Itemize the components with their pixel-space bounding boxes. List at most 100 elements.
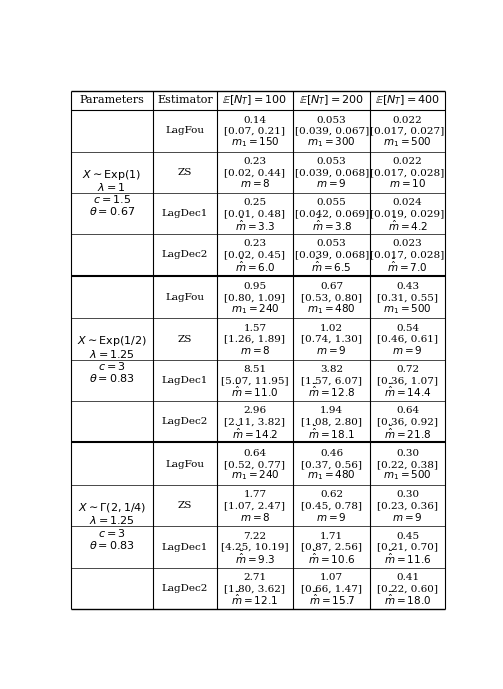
- Text: 0.64: 0.64: [396, 406, 419, 415]
- Text: 0.022: 0.022: [393, 116, 423, 125]
- Text: 0.95: 0.95: [243, 282, 267, 291]
- Text: $\bar{\hat{m}} = 21.8$: $\bar{\hat{m}} = 21.8$: [384, 424, 431, 441]
- Text: $\bar{\hat{m}} = 6.0$: $\bar{\hat{m}} = 6.0$: [235, 258, 275, 274]
- Text: $m = 9$: $m = 9$: [316, 511, 347, 523]
- Text: LagDec2: LagDec2: [161, 417, 208, 426]
- Text: $m = 9$: $m = 9$: [316, 177, 347, 189]
- Text: [0.039, 0.067]: [0.039, 0.067]: [295, 127, 369, 136]
- Text: 0.23: 0.23: [243, 157, 267, 166]
- Text: [0.36, 1.07]: [0.36, 1.07]: [377, 376, 438, 384]
- Text: [0.53, 0.80]: [0.53, 0.80]: [301, 294, 362, 302]
- Text: [0.02, 0.45]: [0.02, 0.45]: [224, 250, 286, 259]
- Text: [1.26, 1.89]: [1.26, 1.89]: [224, 334, 286, 344]
- Text: $m_1 = 500$: $m_1 = 500$: [383, 302, 432, 316]
- Text: 0.23: 0.23: [243, 239, 267, 249]
- Text: [0.017, 0.028]: [0.017, 0.028]: [370, 168, 445, 177]
- Text: ZS: ZS: [178, 501, 192, 511]
- Text: LagFou: LagFou: [165, 294, 204, 302]
- Text: $m = 9$: $m = 9$: [392, 344, 423, 356]
- Text: $m = 10$: $m = 10$: [389, 177, 426, 189]
- Text: 1.57: 1.57: [243, 324, 267, 333]
- Text: $X \sim \mathrm{Exp}(1/2)$: $X \sim \mathrm{Exp}(1/2)$: [77, 334, 147, 348]
- Text: 0.43: 0.43: [396, 282, 419, 291]
- Text: $m_1 = 480$: $m_1 = 480$: [307, 302, 356, 316]
- Text: [1.07, 2.47]: [1.07, 2.47]: [224, 501, 286, 511]
- Text: $\lambda = 1.25$: $\lambda = 1.25$: [89, 514, 135, 526]
- Text: 0.14: 0.14: [243, 116, 267, 125]
- Text: [4.25, 10.19]: [4.25, 10.19]: [221, 542, 289, 551]
- Text: $\mathbb{E}[N_T]=400$: $\mathbb{E}[N_T]=400$: [375, 94, 440, 107]
- Text: 0.024: 0.024: [393, 198, 423, 207]
- Text: 3.82: 3.82: [320, 365, 343, 374]
- Text: [0.07, 0.21]: [0.07, 0.21]: [224, 127, 286, 136]
- Text: $\theta = 0.67$: $\theta = 0.67$: [89, 205, 135, 217]
- Text: LagDec2: LagDec2: [161, 584, 208, 593]
- Text: $m = 8$: $m = 8$: [239, 177, 270, 189]
- Text: $m_1 = 480$: $m_1 = 480$: [307, 469, 356, 482]
- Text: [0.31, 0.55]: [0.31, 0.55]: [377, 294, 438, 302]
- Text: $m = 8$: $m = 8$: [239, 344, 270, 356]
- Text: 0.055: 0.055: [317, 198, 347, 207]
- Text: LagFou: LagFou: [165, 127, 204, 136]
- Text: 0.053: 0.053: [317, 116, 347, 125]
- Text: $\bar{\hat{m}} = 18.0$: $\bar{\hat{m}} = 18.0$: [384, 591, 431, 608]
- Text: $\bar{\hat{m}} = 4.2$: $\bar{\hat{m}} = 4.2$: [388, 216, 428, 233]
- Text: [0.36, 0.92]: [0.36, 0.92]: [377, 417, 438, 426]
- Text: 1.02: 1.02: [320, 324, 343, 333]
- Text: [0.21, 0.70]: [0.21, 0.70]: [377, 542, 438, 551]
- Text: $m_1 = 240$: $m_1 = 240$: [230, 469, 279, 482]
- Text: [0.80, 1.09]: [0.80, 1.09]: [224, 294, 286, 302]
- Text: LagDec1: LagDec1: [161, 209, 208, 218]
- Text: 0.54: 0.54: [396, 324, 419, 333]
- Text: [1.08, 2.80]: [1.08, 2.80]: [301, 417, 362, 426]
- Text: $\bar{\hat{m}} = 3.3$: $\bar{\hat{m}} = 3.3$: [235, 216, 275, 233]
- Text: $c = 3$: $c = 3$: [98, 526, 126, 539]
- Text: $\bar{\hat{m}} = 11.0$: $\bar{\hat{m}} = 11.0$: [231, 383, 279, 400]
- Text: 0.25: 0.25: [243, 198, 267, 207]
- Text: [0.042, 0.069]: [0.042, 0.069]: [295, 209, 369, 218]
- Text: [2.11, 3.82]: [2.11, 3.82]: [224, 417, 286, 426]
- Text: LagDec2: LagDec2: [161, 250, 208, 259]
- Text: [0.039, 0.068]: [0.039, 0.068]: [295, 250, 369, 259]
- Text: [0.017, 0.028]: [0.017, 0.028]: [370, 250, 445, 259]
- Text: 0.64: 0.64: [243, 449, 267, 458]
- Text: $\mathbb{E}[N_T]=200$: $\mathbb{E}[N_T]=200$: [299, 94, 364, 107]
- Text: $\bar{\hat{m}} = 7.0$: $\bar{\hat{m}} = 7.0$: [387, 258, 428, 274]
- Text: [0.039, 0.068]: [0.039, 0.068]: [295, 168, 369, 177]
- Text: $\mathbb{E}[N_T]=100$: $\mathbb{E}[N_T]=100$: [222, 94, 288, 107]
- Text: LagDec1: LagDec1: [161, 376, 208, 384]
- Text: $m = 8$: $m = 8$: [239, 511, 270, 523]
- Text: LagFou: LagFou: [165, 460, 204, 469]
- Text: 2.96: 2.96: [243, 406, 267, 415]
- Text: [0.74, 1.30]: [0.74, 1.30]: [301, 334, 362, 344]
- Text: 0.46: 0.46: [320, 449, 343, 458]
- Text: 1.77: 1.77: [243, 491, 267, 500]
- Text: $\bar{\hat{m}} = 12.1$: $\bar{\hat{m}} = 12.1$: [231, 591, 279, 608]
- Text: [0.01, 0.48]: [0.01, 0.48]: [224, 209, 286, 218]
- Text: [0.87, 2.56]: [0.87, 2.56]: [301, 542, 362, 551]
- Text: 1.94: 1.94: [320, 406, 343, 415]
- Text: 0.023: 0.023: [393, 239, 423, 249]
- Text: $m = 9$: $m = 9$: [316, 344, 347, 356]
- Text: Parameters: Parameters: [79, 96, 144, 105]
- Text: $\bar{\hat{m}} = 14.2$: $\bar{\hat{m}} = 14.2$: [232, 424, 278, 441]
- Text: $\bar{\hat{m}} = 15.7$: $\bar{\hat{m}} = 15.7$: [308, 591, 355, 608]
- Text: 0.053: 0.053: [317, 157, 347, 166]
- Text: $\bar{\hat{m}} = 14.4$: $\bar{\hat{m}} = 14.4$: [384, 383, 431, 400]
- Text: [0.23, 0.36]: [0.23, 0.36]: [377, 501, 438, 511]
- Text: $m_1 = 150$: $m_1 = 150$: [230, 135, 279, 149]
- Text: [0.46, 0.61]: [0.46, 0.61]: [377, 334, 438, 344]
- Text: [1.80, 3.62]: [1.80, 3.62]: [224, 584, 286, 593]
- Text: [0.66, 1.47]: [0.66, 1.47]: [301, 584, 362, 593]
- Text: $\bar{\hat{m}} = 6.5$: $\bar{\hat{m}} = 6.5$: [311, 258, 352, 274]
- Text: [0.017, 0.027]: [0.017, 0.027]: [370, 127, 445, 136]
- Text: [1.57, 6.07]: [1.57, 6.07]: [301, 376, 362, 384]
- Text: 0.41: 0.41: [396, 573, 419, 582]
- Text: $\bar{\hat{m}} = 12.8$: $\bar{\hat{m}} = 12.8$: [308, 383, 355, 400]
- Text: 0.67: 0.67: [320, 282, 343, 291]
- Text: [0.45, 0.78]: [0.45, 0.78]: [301, 501, 362, 511]
- Text: 0.30: 0.30: [396, 491, 419, 500]
- Text: $c = 3$: $c = 3$: [98, 360, 126, 372]
- Text: 0.45: 0.45: [396, 531, 419, 541]
- Text: [5.07, 11.95]: [5.07, 11.95]: [221, 376, 289, 384]
